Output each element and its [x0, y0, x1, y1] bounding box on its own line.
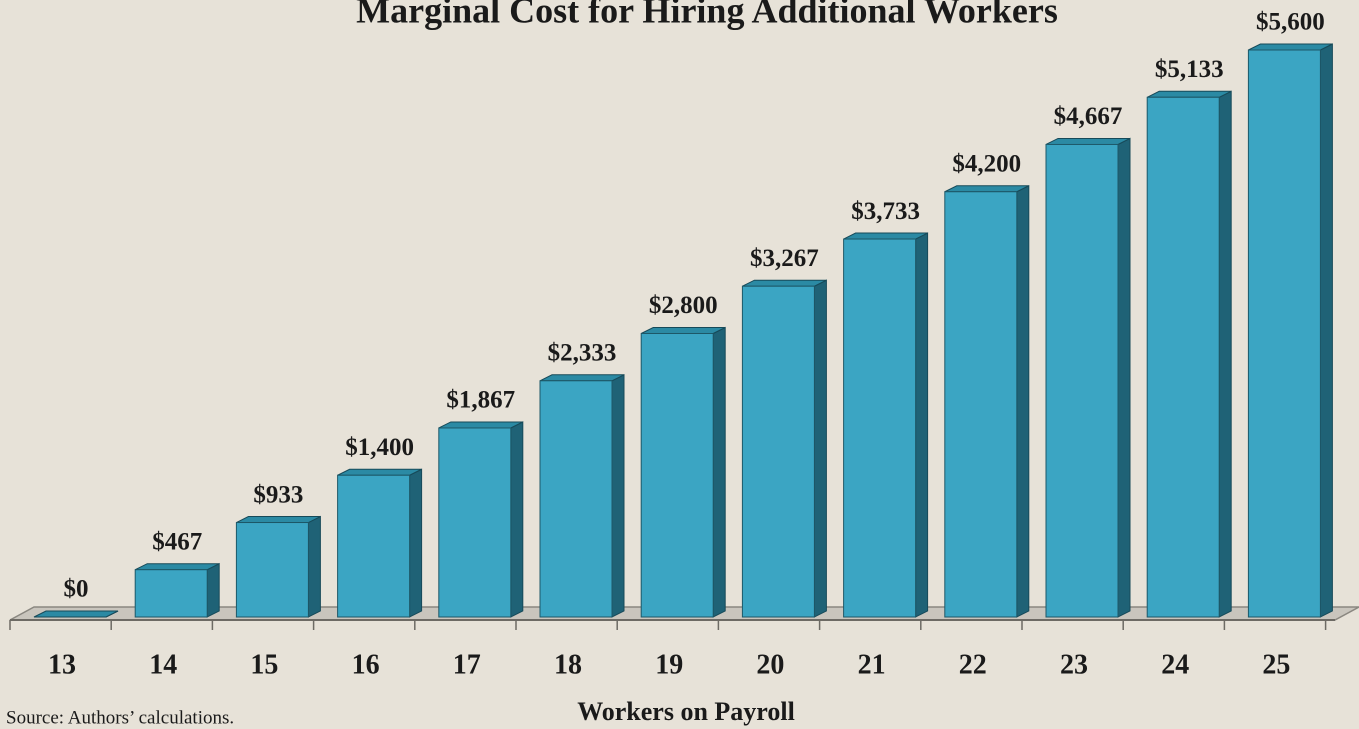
bar-side: [1117, 137, 1131, 618]
chart-title: Marginal Cost for Hiring Additional Work…: [356, 0, 1058, 30]
x-tick-label: 23: [1060, 649, 1088, 680]
x-tick-label: 20: [756, 649, 784, 680]
x-tick-label: 22: [959, 649, 987, 680]
bar-side: [611, 373, 625, 618]
bar-side: [915, 232, 929, 618]
bar: [539, 373, 625, 618]
bar-front: [438, 427, 512, 618]
x-tick-label: 17: [453, 649, 481, 680]
value-label: $4,200: [952, 150, 1021, 177]
value-label: $0: [64, 576, 89, 603]
bar-top: [236, 516, 321, 524]
bar-front: [1045, 143, 1119, 618]
value-label: $2,800: [649, 292, 718, 319]
bar-top: [843, 232, 928, 240]
bar-side: [206, 562, 220, 618]
value-label: $1,400: [345, 434, 414, 461]
bar: [1146, 90, 1232, 618]
bar-side: [1319, 43, 1333, 618]
bar-side: [1218, 90, 1232, 618]
value-label: $5,600: [1256, 9, 1325, 36]
value-label: $467: [152, 528, 202, 555]
x-axis-label: Workers on Payroll: [577, 697, 795, 726]
bar: [1247, 43, 1333, 618]
x-tick-label: 14: [149, 649, 177, 680]
x-tick-label: 19: [655, 649, 683, 680]
bar-side: [409, 468, 423, 618]
value-label: $933: [253, 481, 303, 508]
value-label: $3,267: [750, 245, 819, 272]
bar-top: [539, 374, 625, 382]
x-tick-label: 21: [858, 649, 886, 680]
bar-top: [640, 327, 726, 334]
bar: [337, 468, 423, 618]
bar: [944, 184, 1030, 618]
bar-side: [813, 279, 827, 618]
bar-top: [33, 610, 119, 618]
bar: [640, 326, 726, 618]
bar-front: [944, 191, 1018, 618]
x-tick-label: 25: [1262, 649, 1290, 680]
bar: [438, 421, 524, 618]
source-note: Source: Authors’ calculations.: [6, 707, 234, 728]
bar-top: [337, 468, 422, 476]
value-label: $3,733: [851, 198, 920, 225]
bar-top: [742, 279, 827, 287]
value-label: $2,333: [548, 340, 617, 367]
bar: [843, 232, 929, 618]
bar-front: [1247, 49, 1321, 618]
x-tick-label: 18: [554, 649, 582, 680]
bar: [1045, 137, 1131, 618]
bar-side: [1016, 184, 1030, 618]
bar-front: [337, 474, 411, 618]
x-tick-label: 15: [250, 649, 278, 680]
value-label: $5,133: [1155, 56, 1224, 83]
bar-side: [307, 515, 321, 618]
bar-top: [1248, 43, 1333, 51]
bar-front: [539, 380, 613, 618]
bar-front: [741, 285, 815, 618]
bar-top: [1146, 90, 1232, 98]
bar-front: [843, 238, 917, 618]
bar-front: [1146, 96, 1220, 618]
bar-top: [944, 185, 1030, 193]
x-tick-label: 24: [1161, 649, 1189, 680]
bar: [33, 610, 119, 618]
value-label: $4,667: [1054, 103, 1123, 130]
bar: [235, 515, 321, 618]
bar-top: [438, 421, 524, 429]
x-tick-label: 16: [352, 649, 380, 680]
bar-top: [134, 563, 220, 571]
bar-side: [510, 421, 524, 618]
bar: [741, 279, 827, 618]
value-label: $1,867: [446, 387, 515, 414]
bar: [134, 562, 220, 618]
x-tick-label: 13: [48, 649, 76, 680]
bar-front: [235, 522, 309, 618]
bar-front: [134, 569, 208, 618]
bar-front: [640, 333, 714, 618]
bar-top: [1045, 137, 1131, 145]
bar-side: [712, 326, 726, 618]
